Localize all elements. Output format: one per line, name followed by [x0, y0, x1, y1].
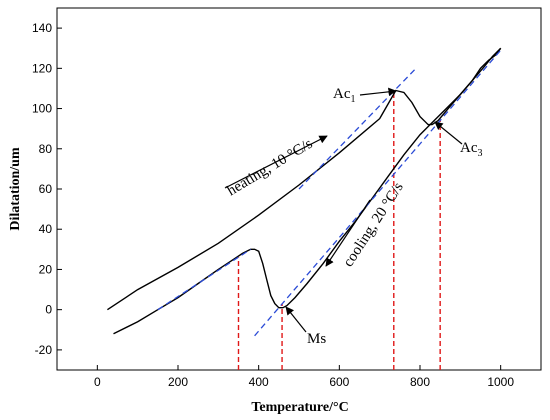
ac3-label: Ac3	[460, 140, 483, 159]
ac1-label: Ac1	[333, 86, 356, 105]
series-layer	[107, 47, 502, 337]
y-tick-label: 100	[32, 102, 52, 116]
x-tick-label: 1000	[487, 375, 514, 389]
x-tick-label: 200	[168, 375, 188, 389]
dilatation-curve-0	[107, 47, 502, 311]
y-tick-label: 140	[32, 21, 52, 35]
tangent-line-2	[157, 248, 251, 311]
y-tick-label: -20	[35, 343, 53, 357]
ms-label: Ms	[307, 331, 326, 347]
y-tick-label: 120	[32, 61, 52, 75]
y-tick-label: 60	[39, 182, 53, 196]
x-tick-label: 800	[410, 375, 430, 389]
tangent-line-4	[298, 67, 417, 190]
x-tick-label: 400	[249, 375, 269, 389]
annotation-layer: heating, 10 °C/s cooling, 20 °C/s Ac1 Ac…	[224, 86, 482, 347]
markers-layer	[237, 90, 441, 370]
x-tick-label: 600	[329, 375, 349, 389]
ac3-arrow	[434, 121, 463, 145]
y-tick-label: 0	[45, 303, 52, 317]
y-tick-label: 80	[39, 142, 53, 156]
y-tick-label: 40	[39, 222, 53, 236]
heating-arrow	[224, 135, 328, 189]
ticks-layer: 0 200 400 600 800 1000 -20 0 20 40 60 80 100 120 140	[32, 21, 514, 389]
x-tick-label: 0	[94, 375, 101, 389]
cooling-arrow	[325, 199, 371, 267]
x-axis-title: Temperature/°C	[251, 400, 348, 415]
ms-arrow	[285, 306, 307, 333]
dilatation-curve-1	[113, 47, 502, 335]
cooling-label: cooling, 20 °C/s	[340, 180, 406, 270]
y-axis-title: Dilatation/um	[8, 147, 23, 231]
heating-label: heating, 10 °C/s	[224, 136, 315, 199]
y-tick-label: 20	[39, 262, 53, 276]
ac1-arrow	[359, 87, 397, 97]
tangent-line-3	[254, 49, 502, 337]
